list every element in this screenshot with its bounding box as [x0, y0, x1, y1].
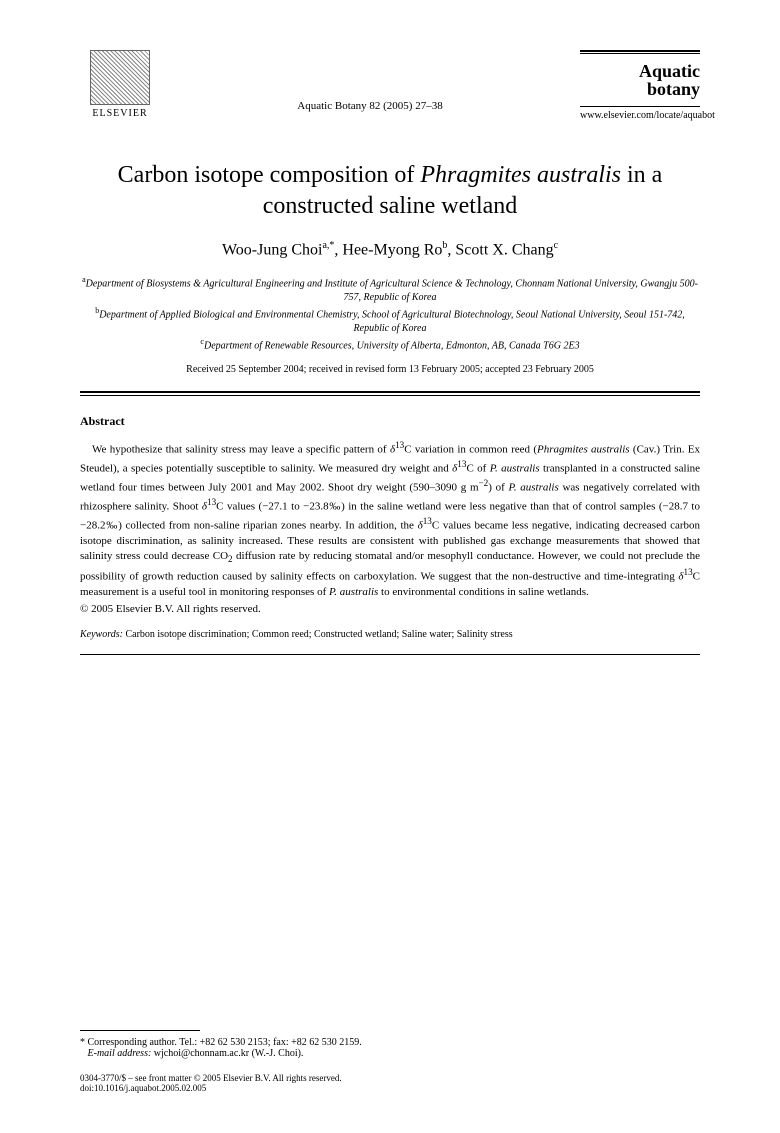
journal-reference: Aquatic Botany 82 (2005) 27–38 — [160, 50, 580, 112]
article-dates: Received 25 September 2004; received in … — [80, 364, 700, 375]
journal-url: www.elsevier.com/locate/aquabot — [580, 110, 700, 121]
elsevier-tree-icon — [90, 50, 150, 105]
divider-thick — [80, 391, 700, 393]
doi-line: doi:10.1016/j.aquabot.2005.02.005 — [80, 1083, 700, 1093]
affiliations: aDepartment of Biosystems & Agricultural… — [80, 274, 700, 354]
affiliation-a: Department of Biosystems & Agricultural … — [86, 278, 698, 303]
issn-line: 0304-3770/$ – see front matter © 2005 El… — [80, 1073, 700, 1083]
affiliation-b: Department of Applied Biological and Env… — [99, 309, 685, 334]
email-line: E-mail address: wjchoi@chonnam.ac.kr (W.… — [80, 1048, 700, 1059]
footnote-divider — [80, 1030, 200, 1031]
publisher-name: ELSEVIER — [92, 108, 147, 119]
divider-thin-2 — [80, 654, 700, 655]
issn-block: 0304-3770/$ – see front matter © 2005 El… — [80, 1073, 700, 1093]
divider-thin — [80, 395, 700, 396]
article-title: Carbon isotope composition of Phragmites… — [100, 160, 680, 222]
keywords-text: Carbon isotope discrimination; Common re… — [125, 629, 512, 640]
publisher-logo: ELSEVIER — [80, 50, 160, 130]
page-footer: * Corresponding author. Tel.: +82 62 530… — [80, 1030, 700, 1093]
page-header: ELSEVIER Aquatic Botany 82 (2005) 27–38 … — [80, 50, 700, 130]
journal-name: Aquatic botany — [580, 62, 700, 98]
keywords: Keywords: Carbon isotope discrimination;… — [80, 629, 700, 640]
abstract-heading: Abstract — [80, 414, 700, 429]
author-3: Scott X. Chang — [455, 242, 553, 259]
journal-title-box: Aquatic botany www.elsevier.com/locate/a… — [580, 50, 700, 121]
author-2: Hee-Myong Ro — [342, 242, 442, 259]
keywords-label: Keywords: — [80, 629, 123, 640]
abstract-body: We hypothesize that salinity stress may … — [80, 439, 700, 601]
affiliation-c: Department of Renewable Resources, Unive… — [204, 341, 580, 352]
author-1: Woo-Jung Choi — [222, 242, 323, 259]
copyright-line: © 2005 Elsevier B.V. All rights reserved… — [80, 603, 700, 615]
author-list: Woo-Jung Choia,*, Hee-Myong Rob, Scott X… — [80, 240, 700, 259]
corresponding-author: * Corresponding author. Tel.: +82 62 530… — [80, 1037, 700, 1048]
